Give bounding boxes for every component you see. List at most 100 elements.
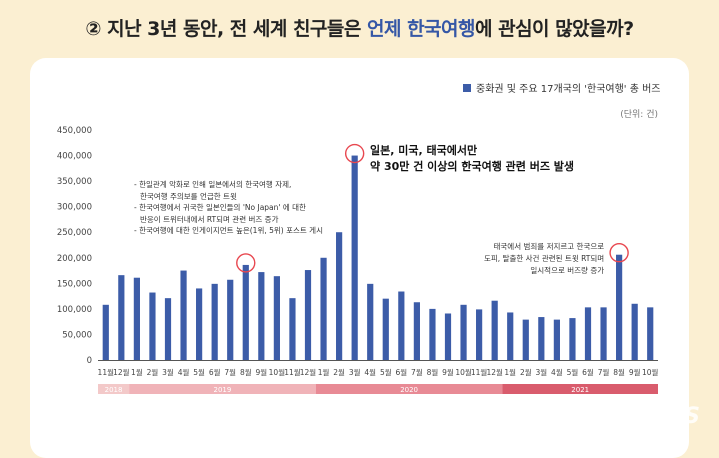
annotation-right-line-1: 태국에서 범죄를 저지르고 한국으로 (493, 242, 605, 251)
newsis-watermark: NEWSIS (597, 404, 701, 429)
x-tick-label: 11월 (471, 367, 488, 377)
bar (336, 232, 343, 360)
x-tick-label: 7월 (598, 367, 610, 377)
title-highlight-korea-travel: 한국여행 (407, 18, 475, 40)
year-label: 2020 (400, 386, 418, 394)
x-tick-label: 8월 (240, 367, 252, 377)
bar (102, 304, 109, 360)
bar (522, 319, 529, 360)
bar (491, 300, 498, 360)
bar (367, 283, 374, 360)
y-tick-label: 200,000 (57, 254, 92, 264)
year-band (129, 384, 316, 394)
year-label: 2019 (214, 386, 232, 394)
annotation-left-line-5: - 한국여행에 대한 인게이지먼트 높은(1위, 5위) 포스트 게시 (134, 226, 323, 235)
x-tick-label: 9월 (255, 367, 267, 377)
bar (476, 309, 483, 360)
x-tick-label: 5월 (193, 367, 205, 377)
x-tick-label: 5월 (567, 367, 579, 377)
bar (507, 312, 514, 360)
bar (584, 307, 592, 360)
y-tick-label: 150,000 (57, 279, 92, 289)
annotation-left-line-2: 한국여행 주의보를 언급한 트윗 (140, 191, 237, 201)
y-tick-label: 0 (87, 356, 92, 366)
bar (118, 275, 125, 360)
x-tick-label: 6월 (395, 367, 407, 377)
y-tick-label: 250,000 (57, 228, 92, 238)
x-tick-label: 3월 (535, 367, 547, 377)
bar (180, 270, 187, 360)
bar (320, 257, 327, 360)
year-band (502, 384, 658, 394)
bar (196, 288, 203, 360)
x-tick-label: 1월 (318, 367, 330, 377)
x-tick-label: 1월 (504, 367, 516, 377)
x-tick-label: 9월 (442, 367, 454, 377)
x-tick-label: 10월 (642, 367, 659, 377)
legend-swatch (463, 84, 471, 92)
x-tick-label: 4월 (364, 367, 376, 377)
x-tick-label: 12월 (486, 367, 503, 377)
title-suffix: 에 관심이 많았을까? (475, 18, 634, 40)
bar (413, 302, 420, 360)
x-tick-label: 11월 (284, 367, 301, 377)
bar-chart: 0 50,000 100,000 150,000 200,000 250,000 300,0… (57, 126, 659, 394)
x-tick-label: 4월 (178, 367, 190, 377)
x-tick-label: 3월 (349, 367, 361, 377)
x-tick-label: 8월 (427, 367, 439, 377)
page-title: ② 지난 3년 동안, 전 세계 친구들은 언제 한국여행에 관심이 많았을까? (0, 14, 719, 41)
annotation-peak: 일본, 미국, 태국에서만 약 30만 건 이상의 한국여행 관련 버즈 발생 (370, 143, 574, 175)
x-tick-label: 1월 (131, 367, 143, 377)
bar (273, 276, 280, 360)
highlight-circle (609, 243, 629, 263)
annotation-left-line-4: 반응이 트위터내에서 RT되며 관련 버즈 증가 (140, 214, 279, 224)
y-tick-label: 350,000 (57, 177, 92, 187)
x-tick-label: 11월 (98, 367, 115, 377)
bar (647, 307, 654, 360)
bar (351, 155, 358, 360)
bar (553, 319, 560, 360)
annotation-2019-august: - 한일관계 악화로 인해 일본에서의 한국여행 자제, 한국여행 주의보를 언… (134, 179, 323, 237)
y-tick-label: 100,000 (57, 305, 92, 315)
x-tick-label: 2월 (520, 367, 532, 377)
bar (258, 272, 265, 360)
year-band (98, 384, 130, 394)
bar (211, 283, 218, 360)
bar (133, 277, 140, 360)
x-tick-label: 5월 (380, 367, 392, 377)
x-tick-label: 6월 (582, 367, 594, 377)
bar (382, 298, 389, 360)
y-tick-label: 50,000 (62, 330, 92, 340)
annotation-left-line-1: - 한일관계 악화로 인해 일본에서의 한국여행 자제, (134, 180, 292, 189)
bar (538, 317, 545, 360)
annotation-peak-line-2: 약 30만 건 이상의 한국여행 관련 버즈 발생 (370, 160, 575, 173)
x-tick-label: 8월 (613, 367, 625, 377)
year-label: 2018 (105, 386, 123, 394)
annotation-peak-line-1: 일본, 미국, 태국에서만 (370, 144, 478, 157)
x-tick-label: 10월 (455, 367, 472, 377)
year-label: 2021 (571, 386, 589, 394)
legend-label: 중화권 및 주요 17개국의 '한국여행' 총 버즈 (476, 84, 661, 95)
x-tick-label: 6월 (209, 367, 221, 377)
bar (227, 279, 234, 360)
annotation-right-line-2: 도피, 탈출한 사건 관련된 트윗 RT되며 (484, 254, 605, 263)
annotation-right-line-3: 일시적으로 버즈량 증가 (530, 266, 605, 275)
bar (289, 298, 296, 360)
y-tick-label: 450,000 (57, 126, 92, 136)
x-tick-label: 3월 (162, 367, 174, 377)
unit-label: (단위: 건) (620, 110, 658, 120)
y-tick-label: 400,000 (57, 152, 92, 162)
title-prefix: ② 지난 3년 동안, 전 세계 친구들은 (85, 18, 367, 40)
bar (616, 254, 623, 360)
annotation-2021-august: 태국에서 범죄를 저지르고 한국으로 도피, 탈출한 사건 관련된 트윗 RT되… (484, 241, 604, 277)
bar (164, 298, 172, 360)
x-tick-label: 4월 (551, 367, 563, 377)
highlight-circle (236, 253, 256, 273)
x-tick-label: 12월 (113, 367, 130, 377)
bar (569, 318, 576, 360)
highlight-circle (344, 143, 365, 164)
bar (304, 270, 312, 360)
bar (398, 291, 405, 360)
x-tick-label: 2월 (333, 367, 345, 377)
bar (242, 264, 249, 360)
